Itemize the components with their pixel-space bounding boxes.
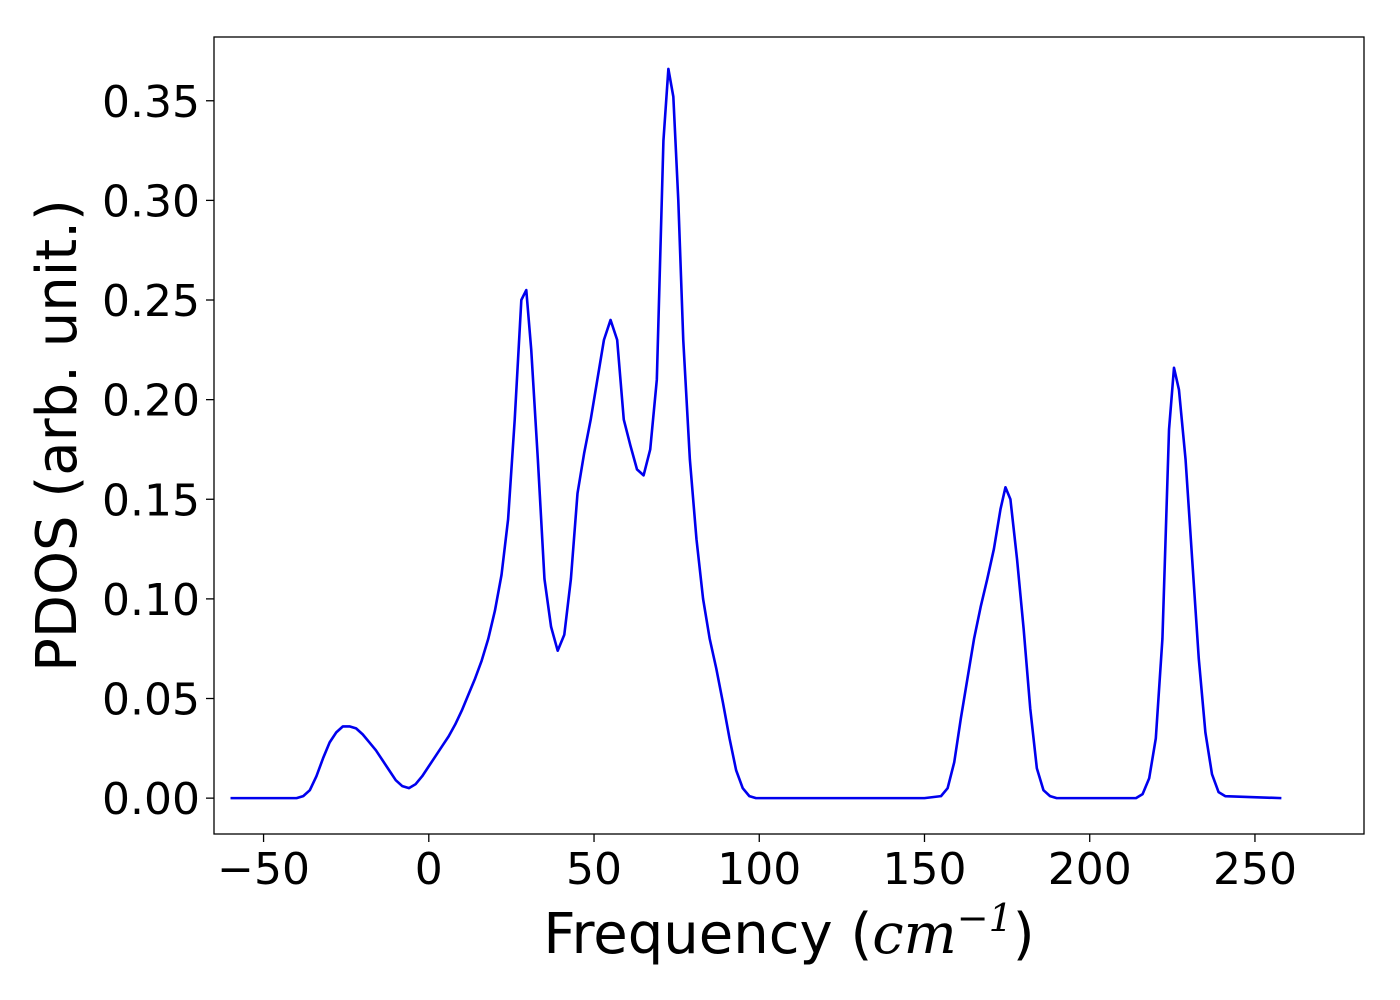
x-tick-label: 0	[415, 844, 443, 895]
x-tick-label: 100	[717, 844, 801, 895]
x-axis-label-unit: cm	[872, 902, 956, 967]
y-tick-label: 0.15	[102, 475, 200, 526]
y-tick-label: 0.20	[102, 376, 200, 427]
x-axis-label-prefix: Frequency (	[543, 902, 872, 967]
x-tick-label: −50	[217, 844, 310, 895]
series-layer	[230, 67, 1282, 800]
plot-frame	[213, 36, 1365, 835]
x-axis-label-suffix: )	[1013, 902, 1035, 967]
y-tick-label: 0.25	[102, 276, 200, 327]
pdos-series-line	[230, 67, 1282, 800]
x-tick-label: 50	[566, 844, 622, 895]
x-axis-label-exponent: −1	[957, 896, 1013, 940]
y-tick-label: 0.10	[102, 575, 200, 626]
x-tick-label: 200	[1048, 844, 1132, 895]
x-tick-label: 250	[1213, 844, 1297, 895]
x-tick-label: 150	[882, 844, 966, 895]
x-axis-label: Frequency (cm−1)	[543, 896, 1034, 967]
y-axis-label: PDOS (arb. unit.)	[25, 199, 90, 672]
y-tick-label: 0.30	[102, 176, 200, 227]
y-tick-label: 0.05	[102, 675, 200, 726]
y-tick-label: 0.35	[102, 77, 200, 128]
ticks-layer: −50 0 50 100 150 200 250 0.00 0.05 0.10 0.15 0.20 0.…	[102, 77, 1297, 895]
y-tick-label: 0.00	[102, 774, 200, 825]
